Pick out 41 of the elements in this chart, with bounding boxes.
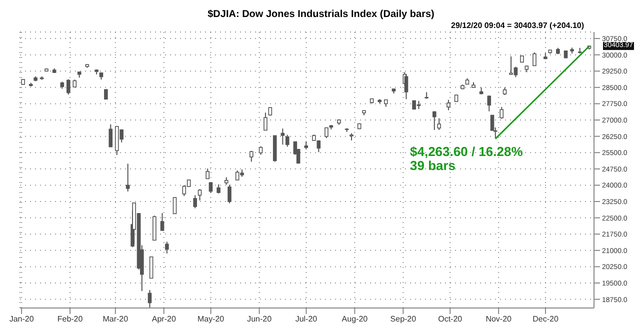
candlestick — [500, 106, 504, 120]
chart-title: $DJIA: Dow Jones Industrials Index (Daily bars) — [206, 9, 436, 20]
candlestick — [126, 163, 130, 192]
candlestick — [432, 110, 436, 131]
candlestick — [487, 94, 492, 112]
x-tick-label: Nov-20 — [486, 314, 512, 324]
x-tick-label: Oct-20 — [438, 314, 463, 324]
candlestick — [228, 184, 232, 204]
candlestick — [149, 256, 154, 279]
annotation: 39 bars — [410, 158, 456, 173]
candlestick — [66, 78, 70, 96]
candlestick — [532, 52, 536, 66]
candlestick — [264, 112, 268, 131]
candlestick — [104, 88, 108, 100]
candlestick — [437, 118, 441, 131]
candlestick — [446, 99, 450, 111]
x-tick-label: Jun-20 — [247, 314, 272, 324]
candlestick — [206, 168, 210, 180]
candlestick — [172, 196, 177, 214]
candlestick — [108, 124, 113, 148]
text: 29/12/20 09:04 = 30403.97 (+204.10) — [451, 21, 584, 30]
x-tick-label: Mar-20 — [102, 314, 129, 324]
candlestick — [165, 241, 169, 254]
x-tick-label: Feb-20 — [57, 314, 84, 324]
x-tick-label: Dec-20 — [532, 314, 559, 324]
x-tick-label: Aug-20 — [342, 314, 368, 324]
candlestick — [193, 194, 197, 209]
x-tick-label: Jul-20 — [295, 314, 318, 324]
candlestick — [285, 134, 290, 148]
annotation: $4,263.60 / 16.28% — [410, 144, 523, 159]
x-tick-label: Sep-20 — [390, 314, 417, 324]
candlestick — [208, 182, 213, 194]
x-tick-label: May-20 — [197, 314, 225, 324]
candlestick — [280, 128, 285, 146]
candlestick — [198, 188, 202, 201]
candlestick — [160, 212, 164, 232]
candlestick — [216, 184, 220, 194]
x-tick-label: Jan-20 — [9, 314, 34, 324]
x-tick-label: Apr-20 — [152, 314, 176, 324]
candlestick — [152, 215, 156, 241]
candlestick — [404, 73, 408, 100]
